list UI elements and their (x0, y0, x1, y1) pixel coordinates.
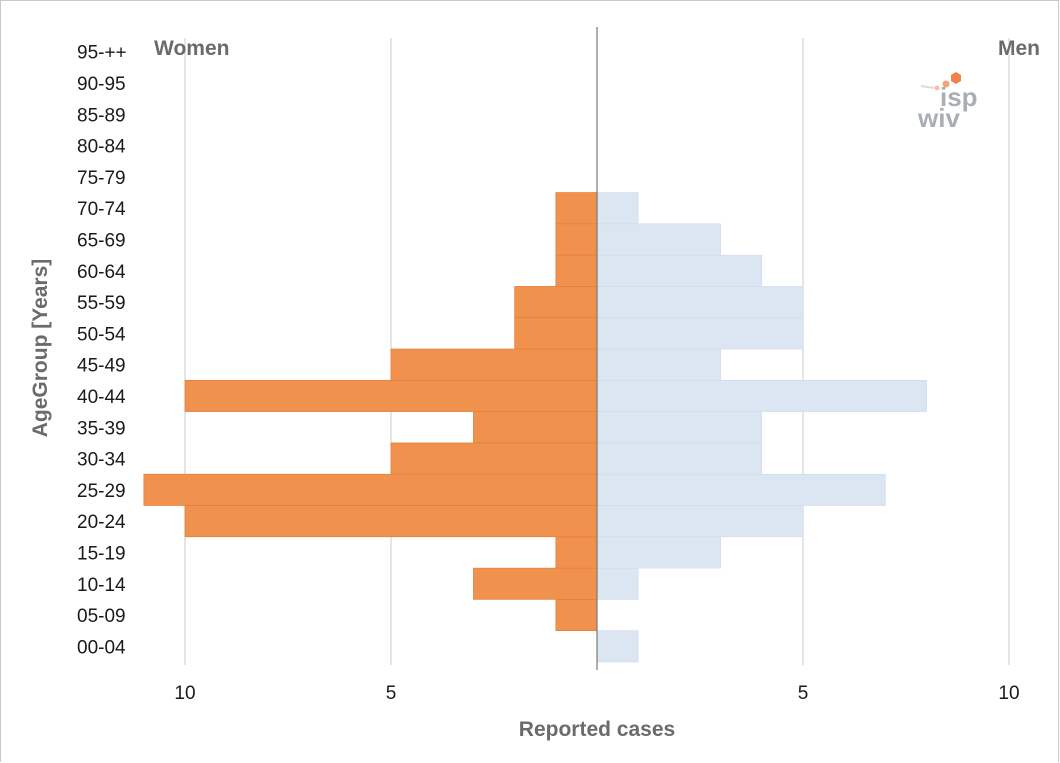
y-tick-label: 80-84 (77, 137, 126, 158)
y-tick-label: 55-59 (77, 293, 126, 314)
men-label: Men (998, 37, 1040, 60)
x-tick-label-right-5: 5 (798, 683, 809, 704)
bar-women-05-09 (555, 599, 598, 632)
bar-women-10-14 (473, 567, 598, 600)
bar-women-20-24 (184, 505, 598, 538)
x-tick-label-right-10: 10 (998, 683, 1019, 704)
x-tick-labels: 10 5 5 10 (174, 683, 1019, 704)
isp-wiv-logo: isp wiv (917, 72, 978, 133)
bar-men-10-14 (596, 567, 639, 600)
bar-men-00-04 (596, 630, 639, 663)
y-tick-label: 30-34 (77, 450, 126, 471)
y-tick-label: 05-09 (77, 606, 126, 627)
y-tick-label: 20-24 (77, 512, 126, 533)
bar-women-55-59 (514, 286, 598, 318)
bar-women-60-64 (555, 254, 598, 287)
women-label: Women (154, 37, 229, 60)
bar-men-50-54 (596, 317, 804, 350)
bar-men-15-19 (596, 536, 721, 569)
bar-women-15-19 (555, 536, 598, 569)
bar-women-35-39 (473, 411, 598, 444)
men-bars (596, 192, 927, 663)
bar-men-30-34 (596, 442, 763, 475)
women-bars (143, 192, 598, 632)
y-tick-label: 25-29 (77, 481, 126, 502)
y-tick-label: 40-44 (77, 387, 126, 408)
y-tick-label: 35-39 (77, 418, 126, 439)
y-tick-label: 45-49 (77, 356, 126, 377)
bar-men-70-74 (596, 192, 639, 225)
y-tick-label: 90-95 (77, 74, 126, 95)
logo-hexagon (951, 72, 961, 84)
bar-men-65-69 (596, 223, 721, 256)
y-tick-label: 15-19 (77, 543, 126, 564)
bar-men-25-29 (596, 473, 886, 506)
bar-men-20-24 (596, 505, 804, 538)
y-tick-label: 75-79 (77, 168, 126, 189)
bar-women-50-54 (514, 317, 598, 350)
y-tick-label: 70-74 (77, 199, 126, 220)
bar-men-40-44 (596, 379, 927, 412)
logo-dot-small (934, 85, 940, 91)
y-tick-label: 10-14 (77, 575, 126, 596)
bar-women-30-34 (390, 442, 598, 475)
logo-text-wiv: wiv (917, 103, 960, 133)
bar-women-40-44 (184, 379, 598, 412)
y-axis-title: AgeGroup [Years] (29, 259, 52, 438)
bar-men-60-64 (596, 254, 763, 287)
y-tick-label: 60-64 (77, 262, 126, 283)
bar-women-45-49 (390, 348, 598, 381)
y-tick-label: 65-69 (77, 230, 126, 251)
x-tick-label-left-5: 5 (386, 683, 397, 704)
x-tick-label-left-10: 10 (174, 683, 195, 704)
bar-women-70-74 (555, 192, 598, 225)
y-tick-labels: 00-04 05-09 10-14 15-19 20-24 25-29 30-34 35-39… (77, 43, 127, 659)
bar-men-45-49 (596, 348, 721, 381)
x-axis-title: Reported cases (519, 718, 675, 741)
y-tick-label: 95-++ (77, 43, 127, 64)
logo-dot-medium (942, 80, 950, 88)
y-tick-label: 50-54 (77, 324, 126, 345)
bar-women-25-29 (143, 473, 598, 506)
logo-text-isp: isp (940, 82, 978, 112)
y-tick-label: 85-89 (77, 105, 126, 126)
y-tick-label: 00-04 (77, 637, 126, 658)
bar-women-65-69 (555, 223, 598, 256)
bar-men-35-39 (596, 411, 763, 444)
bar-men-55-59 (596, 286, 804, 318)
logo-trail (920, 85, 935, 89)
